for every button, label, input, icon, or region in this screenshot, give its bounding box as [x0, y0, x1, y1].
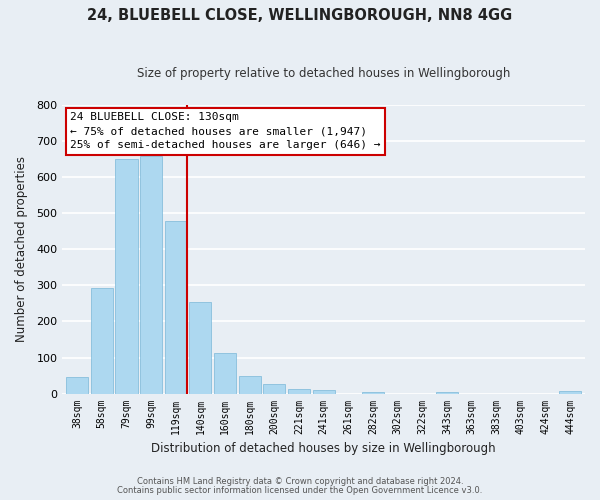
- Bar: [140, 156, 162, 394]
- Bar: [362, 392, 384, 394]
- Bar: [214, 353, 236, 394]
- Bar: [313, 390, 335, 394]
- Bar: [66, 376, 88, 394]
- X-axis label: Distribution of detached houses by size in Wellingborough: Distribution of detached houses by size …: [151, 442, 496, 455]
- Title: Size of property relative to detached houses in Wellingborough: Size of property relative to detached ho…: [137, 68, 511, 80]
- Text: Contains HM Land Registry data © Crown copyright and database right 2024.: Contains HM Land Registry data © Crown c…: [137, 477, 463, 486]
- Bar: [559, 392, 581, 394]
- Bar: [164, 220, 187, 394]
- Y-axis label: Number of detached properties: Number of detached properties: [15, 156, 28, 342]
- Text: 24, BLUEBELL CLOSE, WELLINGBOROUGH, NN8 4GG: 24, BLUEBELL CLOSE, WELLINGBOROUGH, NN8 …: [88, 8, 512, 22]
- Bar: [189, 302, 211, 394]
- Bar: [436, 392, 458, 394]
- Bar: [263, 384, 286, 394]
- Text: 24 BLUEBELL CLOSE: 130sqm
← 75% of detached houses are smaller (1,947)
25% of se: 24 BLUEBELL CLOSE: 130sqm ← 75% of detac…: [70, 112, 380, 150]
- Bar: [288, 388, 310, 394]
- Bar: [91, 288, 113, 394]
- Bar: [239, 376, 261, 394]
- Bar: [115, 159, 137, 394]
- Text: Contains public sector information licensed under the Open Government Licence v3: Contains public sector information licen…: [118, 486, 482, 495]
